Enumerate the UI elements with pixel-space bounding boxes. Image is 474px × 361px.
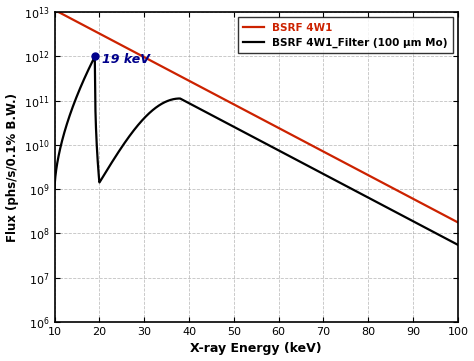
Y-axis label: Flux (phs/s/0.1% B.W.): Flux (phs/s/0.1% B.W.) <box>6 92 18 242</box>
BSRF 4W1 <box>446 215 451 219</box>
BSRF 4W1 <box>270 123 276 127</box>
X-axis label: X-ray Energy (keV): X-ray Energy (keV) <box>191 343 322 356</box>
Line: BSRF 4W1_Filter (100 μm Mo): BSRF 4W1_Filter (100 μm Mo) <box>55 57 458 245</box>
BSRF 4W1_Filter (100 μm Mo) <box>98 178 103 183</box>
BSRF 4W1_Filter (100 μm Mo) <box>92 55 98 59</box>
BSRF 4W1 <box>292 134 298 139</box>
BSRF 4W1_Filter (100 μm Mo) <box>52 187 57 191</box>
BSRF 4W1 <box>243 109 249 113</box>
BSRF 4W1_Filter (100 μm Mo) <box>455 243 461 247</box>
BSRF 4W1 <box>383 182 388 186</box>
BSRF 4W1_Filter (100 μm Mo) <box>122 141 128 145</box>
Line: BSRF 4W1: BSRF 4W1 <box>55 10 458 222</box>
BSRF 4W1_Filter (100 μm Mo) <box>224 121 230 125</box>
BSRF 4W1 <box>455 220 461 225</box>
BSRF 4W1 <box>246 110 251 114</box>
BSRF 4W1_Filter (100 μm Mo) <box>404 216 410 220</box>
Text: 19 keV: 19 keV <box>101 53 149 66</box>
BSRF 4W1 <box>52 8 57 12</box>
BSRF 4W1_Filter (100 μm Mo) <box>207 112 212 116</box>
Legend: BSRF 4W1, BSRF 4W1_Filter (100 μm Mo): BSRF 4W1, BSRF 4W1_Filter (100 μm Mo) <box>237 17 453 53</box>
BSRF 4W1_Filter (100 μm Mo) <box>447 239 453 243</box>
